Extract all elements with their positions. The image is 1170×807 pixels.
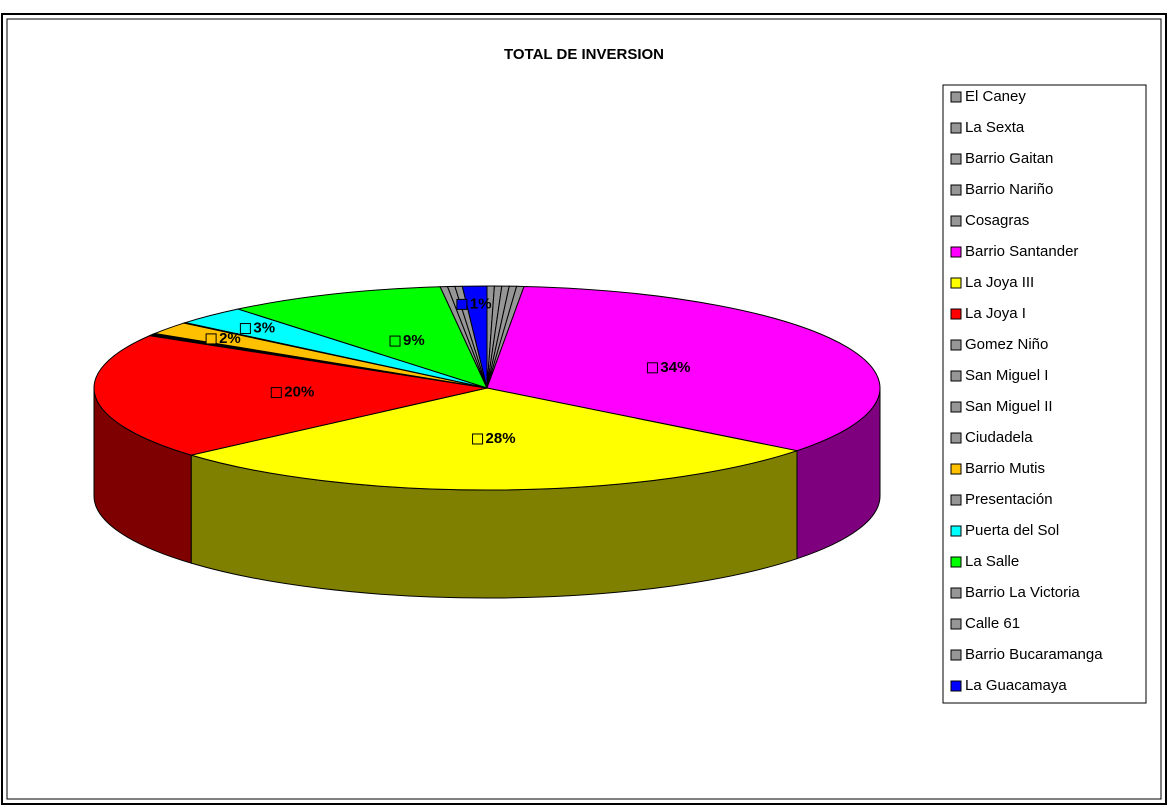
legend-label: El Caney [965, 88, 1026, 105]
legend-label: Barrio Bucaramanga [965, 646, 1103, 663]
legend-swatch [950, 494, 962, 506]
legend-label: Barrio Mutis [965, 460, 1045, 477]
legend-swatch [950, 184, 962, 196]
data-label: 34% [660, 359, 690, 376]
data-label: 3% [253, 320, 275, 337]
legend-swatch [950, 680, 962, 692]
label-key [270, 387, 282, 399]
legend-swatch [950, 215, 962, 227]
legend-swatch [950, 246, 962, 258]
legend-swatch [950, 401, 962, 413]
data-label: 20% [284, 384, 314, 401]
legend-label: La Joya I [965, 305, 1026, 322]
legend-label: Ciudadela [965, 429, 1033, 446]
data-label: 28% [486, 430, 516, 447]
legend-label: La Joya III [965, 274, 1034, 291]
chart-frame-inner [6, 18, 1162, 800]
data-label: 1% [470, 295, 492, 312]
legend-swatch [950, 649, 962, 661]
legend-swatch [950, 587, 962, 599]
data-label: 9% [403, 332, 425, 349]
legend-label: Barrio Gaitan [965, 150, 1053, 167]
legend-label: Barrio Nariño [965, 181, 1053, 198]
legend-swatch [950, 432, 962, 444]
legend-label: Barrio Santander [965, 243, 1078, 260]
legend-box [942, 84, 1147, 704]
slice [461, 285, 488, 389]
legend-label: La Salle [965, 553, 1019, 570]
label-key [646, 362, 658, 374]
legend-swatch [950, 339, 962, 351]
legend-label: Cosagras [965, 212, 1029, 229]
slice [486, 285, 881, 452]
legend-label: San Miguel I [965, 367, 1048, 384]
legend-label: Gomez Niño [965, 336, 1048, 353]
legend-label: San Miguel II [965, 398, 1053, 415]
legend-swatch [950, 91, 962, 103]
label-key [389, 335, 401, 347]
legend-swatch [950, 153, 962, 165]
legend-swatch [950, 463, 962, 475]
label-key [472, 433, 484, 445]
legend-swatch [950, 556, 962, 568]
legend-label: Barrio La Victoria [965, 584, 1080, 601]
legend-swatch [950, 525, 962, 537]
data-label: 2% [219, 330, 241, 347]
legend-label: Presentación [965, 491, 1053, 508]
legend-swatch [950, 277, 962, 289]
legend-label: La Guacamaya [965, 677, 1067, 694]
slice [236, 286, 488, 389]
slice [189, 387, 799, 491]
chart-title: TOTAL DE INVERSION [504, 46, 664, 63]
legend-swatch [950, 122, 962, 134]
legend-label: La Sexta [965, 119, 1025, 136]
label-key [239, 323, 251, 335]
legend-label: Puerta del Sol [965, 522, 1059, 539]
legend-swatch [950, 308, 962, 320]
label-key [205, 333, 217, 345]
legend-swatch [950, 618, 962, 630]
legend-swatch [950, 370, 962, 382]
legend-label: Calle 61 [965, 615, 1020, 632]
label-key [456, 298, 468, 310]
slice [93, 335, 488, 456]
